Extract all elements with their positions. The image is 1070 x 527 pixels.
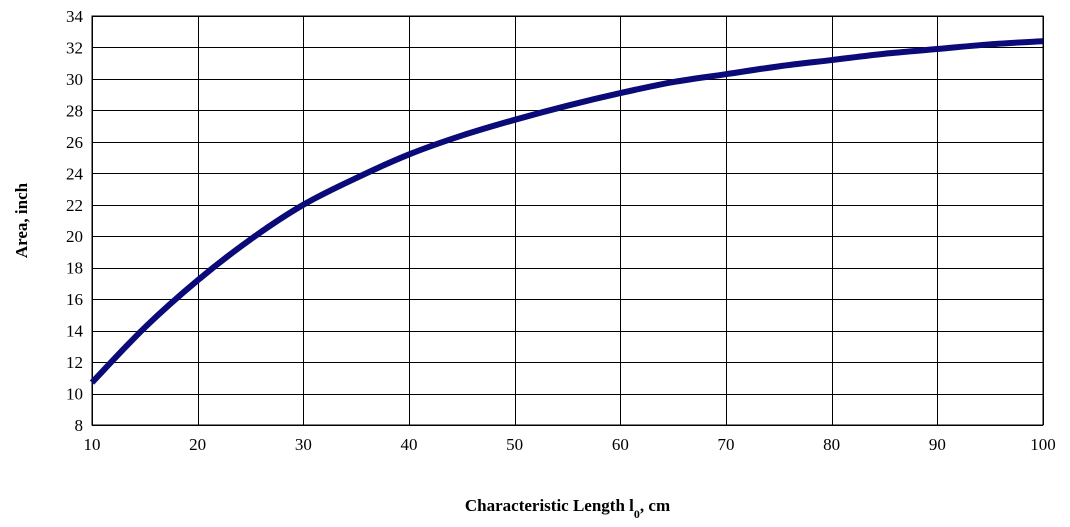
series-layer [89, 38, 1044, 385]
x-axis-title-suffix: , cm [640, 496, 670, 515]
x-axis-tick-labels: 10 20 30 40 50 60 70 80 90 100 [84, 435, 1056, 454]
y-tick-label-1: 10 [66, 385, 83, 404]
y-tick-label-4: 16 [66, 290, 83, 309]
x-tick-label-7: 80 [823, 435, 840, 454]
y-axis-title: Area, inch [12, 182, 31, 258]
x-tick-label-6: 70 [718, 435, 735, 454]
y-tick-label-12: 32 [66, 38, 83, 57]
series-line-0 [89, 38, 1044, 385]
y-tick-label-2: 12 [66, 353, 83, 372]
x-axis-title: Characteristic Length l0, cm [465, 496, 670, 521]
y-tick-label-3: 14 [66, 322, 84, 341]
x-axis-title-subscript: 0 [634, 507, 640, 521]
y-tick-label-13: 34 [66, 7, 84, 26]
x-tick-label-9: 100 [1030, 435, 1056, 454]
y-tick-label-7: 22 [66, 196, 83, 215]
y-tick-label-5: 18 [66, 259, 83, 278]
y-tick-label-8: 24 [66, 164, 84, 183]
x-axis-title-main: Characteristic Length l [465, 496, 634, 515]
y-axis-tick-labels: 8 10 12 14 16 18 20 22 24 26 28 30 32 34 [66, 7, 84, 435]
x-tick-label-5: 60 [612, 435, 629, 454]
y-tick-label-9: 26 [66, 133, 83, 152]
x-tick-label-3: 40 [401, 435, 418, 454]
x-tick-label-2: 30 [295, 435, 312, 454]
y-tick-label-0: 8 [75, 416, 84, 435]
x-tick-label-8: 90 [929, 435, 946, 454]
y-tick-label-10: 28 [66, 101, 83, 120]
x-tick-label-4: 50 [506, 435, 523, 454]
x-tick-label-0: 10 [84, 435, 101, 454]
y-tick-label-11: 30 [66, 70, 83, 89]
y-tick-label-6: 20 [66, 227, 83, 246]
grid [92, 16, 1044, 426]
x-tick-label-1: 20 [189, 435, 206, 454]
plot-area-frame [91, 15, 1044, 426]
